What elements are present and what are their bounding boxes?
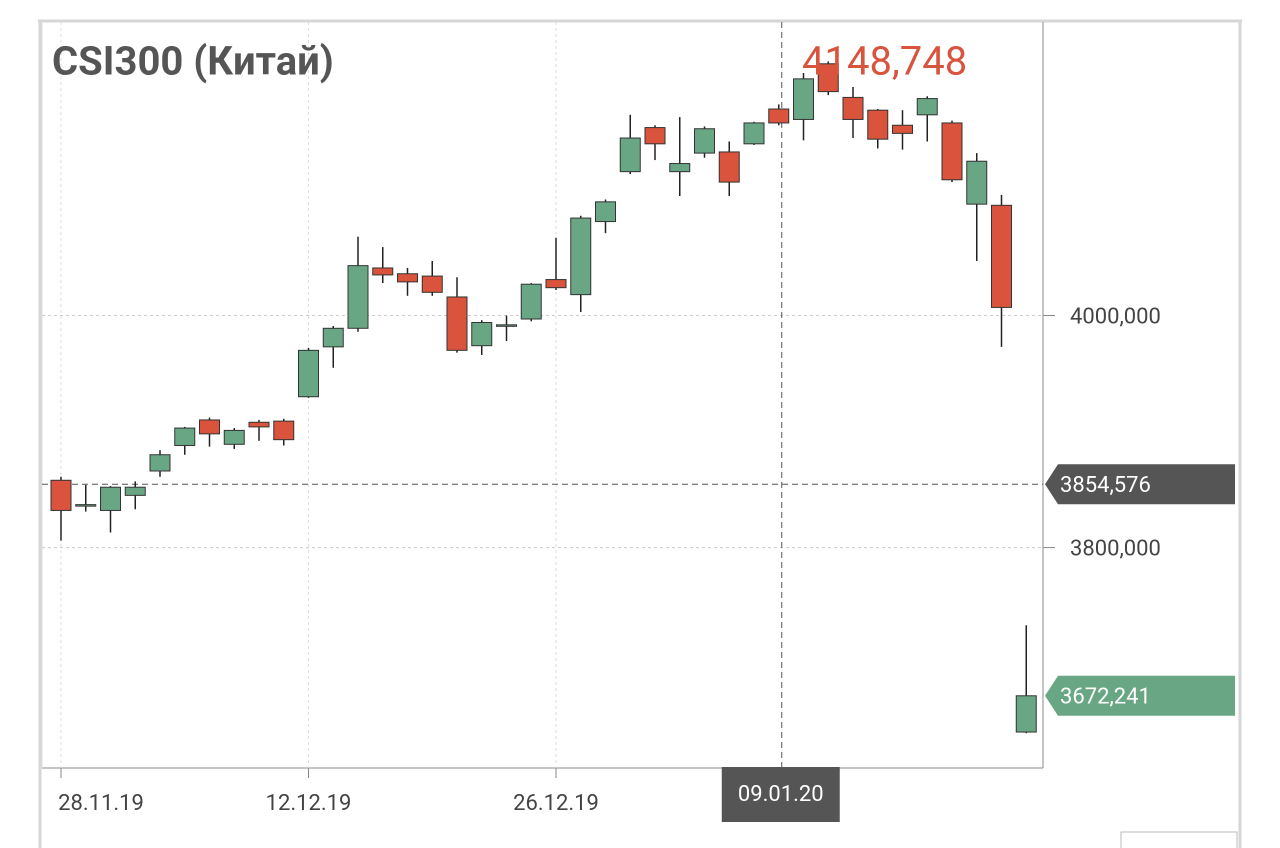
candle-body (397, 273, 418, 283)
crosshair-date-box (721, 767, 840, 822)
candle-body (817, 63, 839, 93)
last-price-label: 3672,241 (1060, 685, 1151, 710)
candle-body (322, 327, 344, 348)
crosshair-price-label: 3854,576 (1060, 473, 1151, 498)
x-tick-label: 28.11.19 (58, 791, 144, 816)
candle-body (694, 128, 715, 154)
candle-body (75, 504, 97, 507)
candle-body (793, 78, 814, 120)
candle-body (991, 204, 1012, 308)
candle-body (223, 429, 245, 445)
crosshair-price (1045, 464, 1235, 505)
last-price (1045, 675, 1235, 716)
candle-body (768, 108, 790, 124)
candle-body (520, 283, 542, 320)
candle-body (149, 454, 171, 472)
candle-body (298, 349, 319, 398)
candle-body (273, 420, 295, 441)
x-tick-label: 12.12.19 (266, 791, 352, 816)
candle-body (100, 486, 121, 511)
candle-body (372, 267, 394, 276)
candle-body (471, 321, 493, 347)
candle-body (867, 109, 889, 140)
candle-body (619, 137, 641, 173)
candle-body (892, 124, 913, 134)
candle-body (174, 427, 196, 446)
candle-body (1015, 695, 1037, 733)
candle-body (570, 217, 592, 296)
candle-body (718, 151, 740, 183)
candle-body (446, 296, 468, 351)
candle-body (743, 122, 765, 145)
x-tick-label: 26.12.19 (513, 791, 599, 816)
candle-body (347, 265, 369, 329)
candle-body (248, 421, 270, 428)
candle-body (644, 127, 666, 145)
candle-body (916, 98, 938, 116)
candle-body (842, 96, 864, 120)
candles (50, 61, 1037, 734)
candle-body (595, 201, 616, 223)
candle-body (124, 486, 146, 496)
candle-body (50, 479, 72, 511)
candle-body (966, 160, 988, 205)
candle-body (545, 279, 567, 289)
corner-box (1120, 831, 1238, 848)
candle-body (941, 122, 963, 181)
header-value: 4148,748 (802, 38, 967, 85)
candle-body (199, 419, 220, 435)
candle-body (496, 324, 517, 327)
crosshair-date: 09.01.20 (738, 782, 824, 807)
frame (38, 19, 1242, 848)
y-tick-label: 3800,000 (1070, 536, 1161, 561)
candle-body (421, 275, 443, 293)
candle-body (669, 163, 691, 173)
crosshair (42, 22, 1043, 768)
y-tick-label: 4000,000 (1070, 304, 1161, 329)
labels: 3800,000 4000,000 28.11.19 12.12.19 26.12.19… (58, 304, 1235, 822)
chart-title: CSI300 (Китай) (52, 38, 334, 85)
